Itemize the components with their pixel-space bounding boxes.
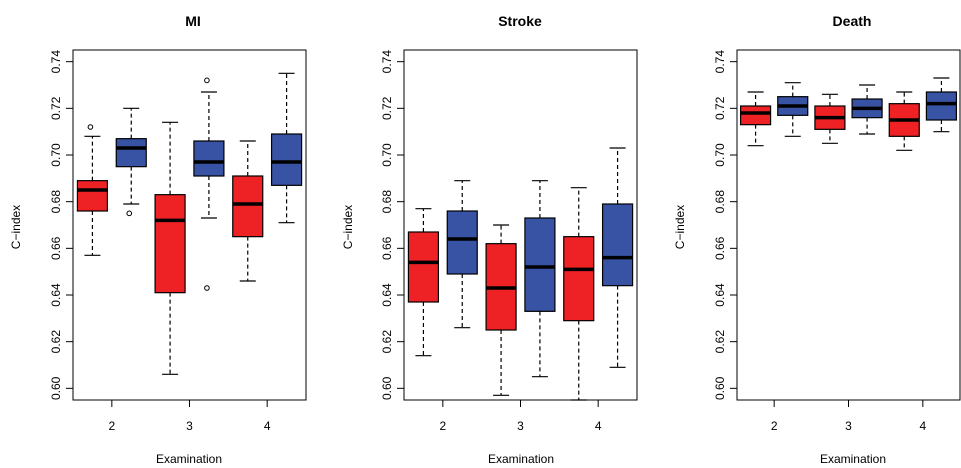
y-tick-label-mi: 0.62 — [49, 330, 63, 354]
y-tick-label-mi: 0.66 — [49, 236, 63, 260]
plot-area-mi: 0.60 0.62 0.64 0.66 0.68 0.70 0.72 0.74 2 3 4 — [49, 49, 307, 433]
y-tick-label-death: 0.66 — [713, 236, 727, 260]
y-tick-label-mi: 0.64 — [49, 283, 63, 307]
panel-title-death: Death — [833, 13, 872, 29]
box-mi-exam2-first-outlier — [87, 124, 94, 130]
plot-area-stroke: 0.60 0.62 0.64 0.66 0.68 0.70 0.72 0.74 2 3 4 — [380, 49, 638, 433]
x-axis-label-stroke: Examination — [488, 452, 554, 466]
y-tick-label-mi: 0.72 — [49, 96, 63, 120]
y-tick-label-death: 0.72 — [713, 96, 727, 120]
box-death-exam4-second-body — [925, 91, 958, 121]
y-tick-label-mi: 0.68 — [49, 190, 63, 214]
x-tick-label-stroke: 3 — [517, 419, 524, 433]
box-stroke-exam4-first-body — [563, 236, 595, 322]
y-tick-label-death: 0.64 — [713, 283, 727, 307]
panel-title-mi: MI — [185, 13, 201, 29]
y-tick-label-stroke: 0.62 — [380, 330, 394, 354]
y-tick-label-stroke: 0.66 — [380, 236, 394, 260]
box-mi-exam3-second-outlier — [204, 77, 210, 84]
y-axis-label-death: C−index — [673, 205, 687, 249]
y-axis-label-mi: C−index — [9, 205, 23, 249]
y-tick-label-mi: 0.74 — [49, 50, 63, 74]
plot-area-death: 0.60 0.62 0.64 0.66 0.68 0.70 0.72 0.74 2 3 4 — [713, 49, 961, 433]
y-tick-label-stroke: 0.70 — [380, 143, 394, 167]
y-tick-label-stroke: 0.72 — [380, 96, 394, 120]
x-tick-label-mi: 2 — [108, 419, 115, 433]
box-mi-exam4-second-body — [270, 133, 303, 186]
y-tick-label-mi: 0.60 — [49, 376, 63, 400]
x-tick-label-mi: 4 — [264, 419, 271, 433]
box-mi-exam2-second-body — [115, 138, 147, 168]
box-mi-exam2-first-body — [76, 180, 109, 212]
x-tick-label-death: 3 — [845, 419, 852, 433]
y-tick-label-death: 0.62 — [713, 330, 727, 354]
y-tick-label-stroke: 0.64 — [380, 283, 394, 307]
box-stroke-exam3-second-body — [524, 217, 556, 312]
box-mi-exam3-first-body — [154, 194, 186, 294]
box-mi-exam3-second-body — [193, 140, 225, 177]
panel-stroke: Stroke Examination C−index 0.600.620.640… — [341, 13, 638, 466]
box-stroke-exam2-second-body — [446, 210, 478, 275]
box-stroke-exam4-second-body — [601, 203, 634, 287]
box-stroke-exam2-first-body — [407, 231, 440, 303]
x-tick-label-stroke: 2 — [439, 419, 446, 433]
y-tick-label-death: 0.60 — [713, 376, 727, 400]
y-tick-label-stroke: 0.68 — [380, 190, 394, 214]
x-tick-label-death: 4 — [919, 419, 926, 433]
panel-mi: MI Examination C−index 0.600.620.640.660… — [9, 13, 307, 466]
panel-title-stroke: Stroke — [498, 13, 542, 29]
y-axis-label-stroke: C−index — [341, 205, 355, 249]
box-mi-exam4-first-body — [232, 175, 264, 238]
y-tick-label-mi: 0.70 — [49, 143, 63, 167]
panel-death: Death Examination C−index 0.600.620.640.… — [673, 13, 961, 466]
y-tick-label-stroke: 0.60 — [380, 376, 394, 400]
x-tick-label-stroke: 4 — [595, 419, 602, 433]
y-tick-label-death: 0.68 — [713, 190, 727, 214]
x-tick-label-mi: 3 — [186, 419, 193, 433]
box-mi-exam2-second-outlier — [126, 210, 133, 217]
y-tick-label-stroke: 0.74 — [380, 50, 394, 74]
x-axis-label-mi: Examination — [156, 452, 222, 466]
x-axis-label-death: Examination — [820, 452, 886, 466]
box-mi-exam3-second-outlier — [204, 285, 210, 291]
y-tick-label-death: 0.74 — [713, 50, 727, 74]
box-death-exam2-first-body — [739, 105, 772, 126]
plot-frame-mi — [72, 49, 307, 401]
y-tick-label-death: 0.70 — [713, 143, 727, 167]
x-tick-label-death: 2 — [771, 419, 778, 433]
